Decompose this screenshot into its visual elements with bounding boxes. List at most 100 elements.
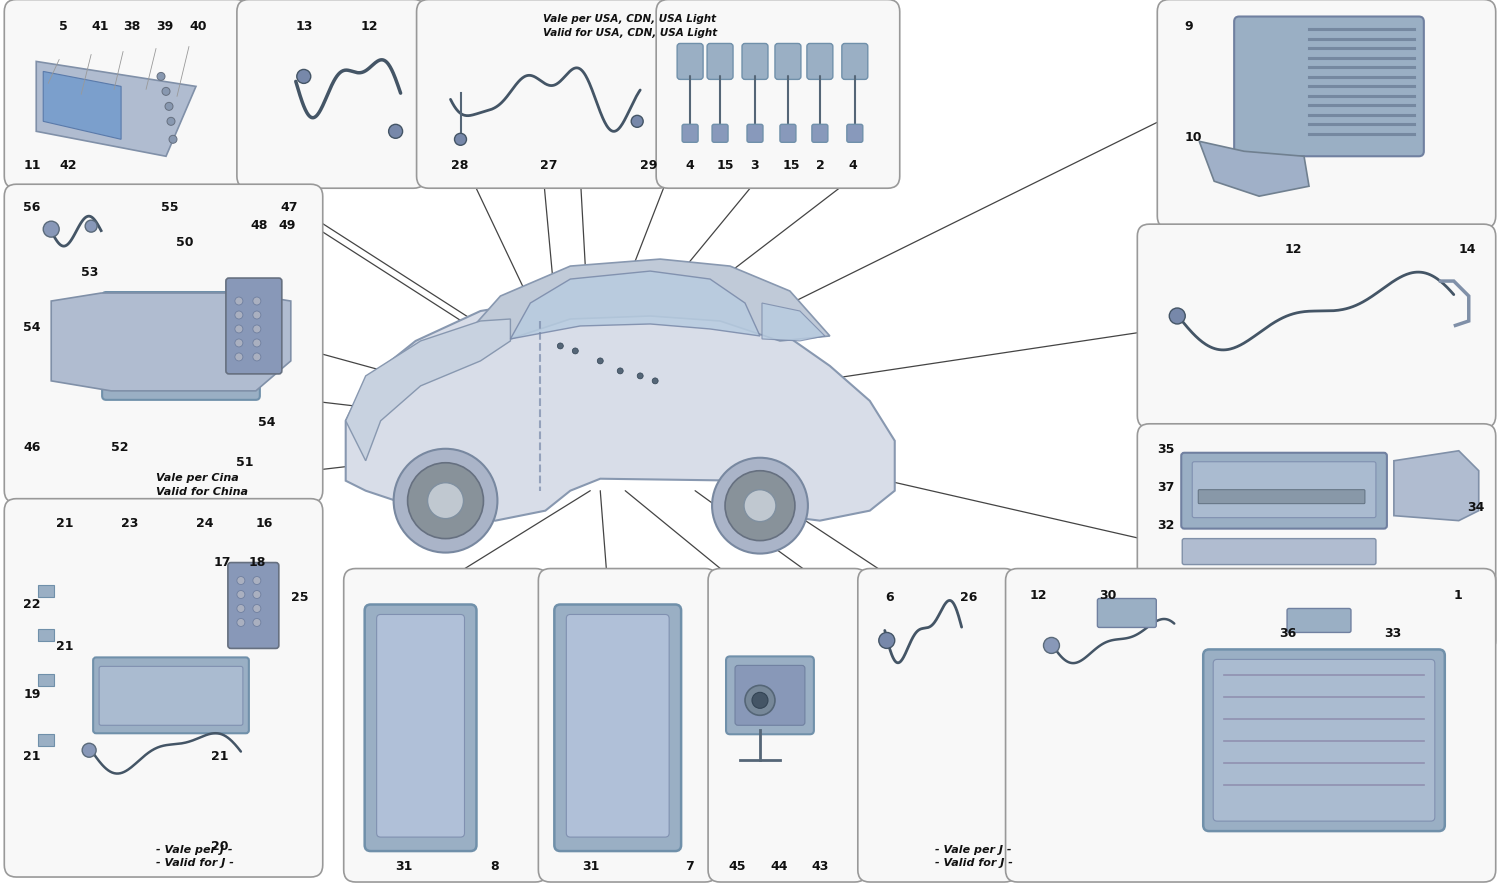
Text: 10: 10 <box>1184 132 1202 144</box>
Text: 54: 54 <box>258 416 276 429</box>
FancyBboxPatch shape <box>726 657 815 734</box>
Text: 43: 43 <box>812 860 830 873</box>
Text: 5: 5 <box>58 20 68 33</box>
FancyBboxPatch shape <box>708 569 867 882</box>
Circle shape <box>237 577 244 585</box>
Text: - Vale per J -: - Vale per J - <box>934 846 1011 855</box>
FancyBboxPatch shape <box>1005 569 1496 882</box>
Circle shape <box>746 685 776 716</box>
FancyBboxPatch shape <box>676 44 703 79</box>
Text: 25: 25 <box>291 591 309 603</box>
Text: 17: 17 <box>214 555 231 569</box>
Text: 21: 21 <box>56 641 74 653</box>
Text: 50: 50 <box>176 236 194 249</box>
FancyBboxPatch shape <box>780 125 796 142</box>
FancyBboxPatch shape <box>656 0 900 188</box>
Polygon shape <box>44 71 122 140</box>
Circle shape <box>86 220 98 232</box>
FancyBboxPatch shape <box>812 125 828 142</box>
FancyBboxPatch shape <box>682 125 698 142</box>
FancyBboxPatch shape <box>1137 424 1496 652</box>
Text: 31: 31 <box>582 860 600 873</box>
FancyBboxPatch shape <box>228 562 279 649</box>
Circle shape <box>44 221 58 237</box>
FancyBboxPatch shape <box>417 0 670 188</box>
Polygon shape <box>1394 450 1479 521</box>
Text: - Vale per J -: - Vale per J - <box>156 846 232 855</box>
Circle shape <box>254 591 261 598</box>
FancyBboxPatch shape <box>4 0 248 188</box>
FancyBboxPatch shape <box>1287 609 1352 633</box>
FancyBboxPatch shape <box>102 292 260 400</box>
Text: 19: 19 <box>24 688 40 701</box>
Text: 45: 45 <box>728 860 746 873</box>
Polygon shape <box>460 259 830 341</box>
FancyBboxPatch shape <box>807 44 832 79</box>
FancyBboxPatch shape <box>842 44 868 79</box>
Circle shape <box>165 102 172 110</box>
FancyBboxPatch shape <box>344 569 548 882</box>
Circle shape <box>597 358 603 364</box>
Circle shape <box>254 325 261 333</box>
Text: 21: 21 <box>56 517 74 530</box>
Circle shape <box>712 457 809 554</box>
Circle shape <box>82 743 96 757</box>
FancyBboxPatch shape <box>706 44 734 79</box>
Text: 12: 12 <box>1284 243 1302 256</box>
FancyBboxPatch shape <box>847 125 862 142</box>
Text: 21: 21 <box>24 750 40 764</box>
FancyBboxPatch shape <box>1234 17 1424 157</box>
Circle shape <box>236 353 243 361</box>
Text: 6: 6 <box>885 591 894 603</box>
FancyBboxPatch shape <box>712 125 728 142</box>
Text: - Valid for J -: - Valid for J - <box>934 858 1013 868</box>
Circle shape <box>632 116 644 127</box>
Text: Valid for China: Valid for China <box>156 487 248 497</box>
Text: 37: 37 <box>1158 481 1174 494</box>
Circle shape <box>388 125 402 138</box>
FancyBboxPatch shape <box>555 604 681 851</box>
Circle shape <box>254 353 261 361</box>
Circle shape <box>724 471 795 540</box>
Text: 39: 39 <box>156 20 174 33</box>
Text: 7: 7 <box>686 860 694 873</box>
FancyBboxPatch shape <box>226 278 282 374</box>
Circle shape <box>408 463 483 538</box>
Text: 34: 34 <box>1467 501 1484 514</box>
Text: 49: 49 <box>279 219 296 232</box>
Circle shape <box>752 692 768 708</box>
Text: 2: 2 <box>816 159 825 173</box>
FancyBboxPatch shape <box>93 658 249 733</box>
Circle shape <box>236 339 243 347</box>
Text: 13: 13 <box>296 20 314 33</box>
FancyBboxPatch shape <box>4 498 322 877</box>
Circle shape <box>237 619 244 627</box>
Text: 15: 15 <box>783 159 801 173</box>
Text: 32: 32 <box>1158 519 1174 531</box>
Circle shape <box>158 72 165 80</box>
Circle shape <box>558 343 564 349</box>
Circle shape <box>616 368 622 374</box>
Text: 18: 18 <box>249 555 266 569</box>
Text: Vale per USA, CDN, USA Light: Vale per USA, CDN, USA Light <box>543 13 717 23</box>
FancyBboxPatch shape <box>747 125 764 142</box>
FancyBboxPatch shape <box>376 614 465 837</box>
FancyBboxPatch shape <box>1158 0 1496 228</box>
Text: 28: 28 <box>450 159 468 173</box>
FancyBboxPatch shape <box>858 569 1017 882</box>
Text: 48: 48 <box>251 219 268 232</box>
Polygon shape <box>38 629 54 642</box>
FancyBboxPatch shape <box>1203 650 1444 831</box>
Text: 21: 21 <box>211 750 228 764</box>
Circle shape <box>254 297 261 305</box>
FancyBboxPatch shape <box>1214 659 1435 821</box>
Text: 33: 33 <box>1384 627 1401 641</box>
FancyBboxPatch shape <box>1192 462 1376 518</box>
FancyBboxPatch shape <box>1182 538 1376 564</box>
Circle shape <box>170 135 177 143</box>
Circle shape <box>454 134 466 145</box>
Circle shape <box>236 311 243 319</box>
FancyBboxPatch shape <box>1182 453 1388 529</box>
Text: 27: 27 <box>540 159 558 173</box>
Text: 56: 56 <box>24 201 40 214</box>
